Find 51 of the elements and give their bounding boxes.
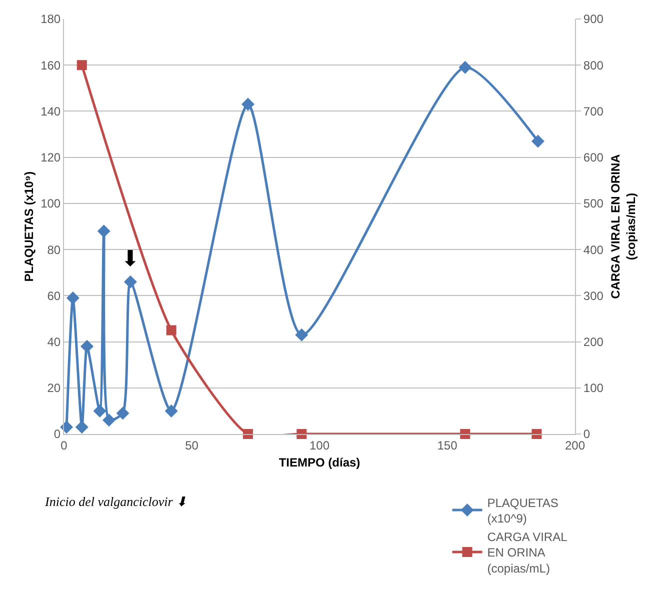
point: [116, 406, 130, 420]
point: [295, 328, 308, 342]
point: [166, 325, 176, 336]
y2-tick-label: 500: [583, 196, 604, 211]
point: [93, 404, 106, 418]
y-tick-label: 40: [47, 334, 61, 349]
y2-tick-label: 100: [583, 381, 604, 396]
y2-tick-label: 200: [583, 334, 604, 349]
y2-tick-label: 0: [583, 427, 590, 442]
y-tick-label: 80: [47, 242, 61, 257]
y-tick-label: 160: [40, 58, 61, 72]
x-tick-label: 200: [564, 438, 586, 452]
point: [532, 429, 542, 439]
y-tick-label: 0: [54, 427, 61, 442]
point: [241, 98, 254, 111]
y-tick-label: 140: [40, 104, 61, 118]
text: Inicio del valganciclovir ⬇: [44, 494, 188, 509]
point: [97, 224, 110, 238]
x-axis-title: TIEMPO (días): [278, 455, 360, 470]
point: [102, 414, 116, 427]
y-tick-label: 20: [47, 381, 61, 396]
point: [296, 429, 307, 439]
point: [75, 420, 88, 434]
y-axis-title: PLAQUETAS (x10⁹): [22, 171, 36, 282]
y-tick-label: 120: [40, 150, 61, 165]
y2-tick-label: 900: [583, 12, 604, 26]
x-tick-label: 100: [309, 438, 330, 452]
x-tick-label: 150: [437, 438, 458, 452]
point: [80, 340, 94, 353]
point: [242, 429, 253, 439]
annotation: ⬇: [121, 247, 140, 272]
y2-tick-label: 600: [583, 150, 604, 165]
y2-axis-title: CARGA VIRAL EN ORINA (copias/mL): [608, 154, 638, 299]
point: [66, 291, 80, 304]
point: [76, 60, 87, 70]
legend-label: PLAQUETAS (x10^9): [487, 496, 558, 526]
point: [458, 60, 472, 74]
point: [164, 404, 178, 418]
point: [60, 420, 74, 434]
point: [124, 275, 137, 288]
y-tick-label: 60: [47, 288, 61, 303]
y2-tick-label: 300: [583, 288, 604, 303]
y2-tick-label: 800: [583, 58, 604, 72]
point: [460, 429, 470, 439]
y2-tick-label: 400: [583, 242, 604, 257]
legend-label: CARGA VIRAL EN ORINA (copias/mL): [487, 530, 568, 576]
y2-tick-label: 700: [583, 104, 604, 118]
x-tick-label: 50: [185, 438, 199, 452]
y-tick-label: 100: [40, 196, 61, 211]
y-tick-label: 180: [40, 12, 61, 26]
point: [531, 134, 544, 148]
